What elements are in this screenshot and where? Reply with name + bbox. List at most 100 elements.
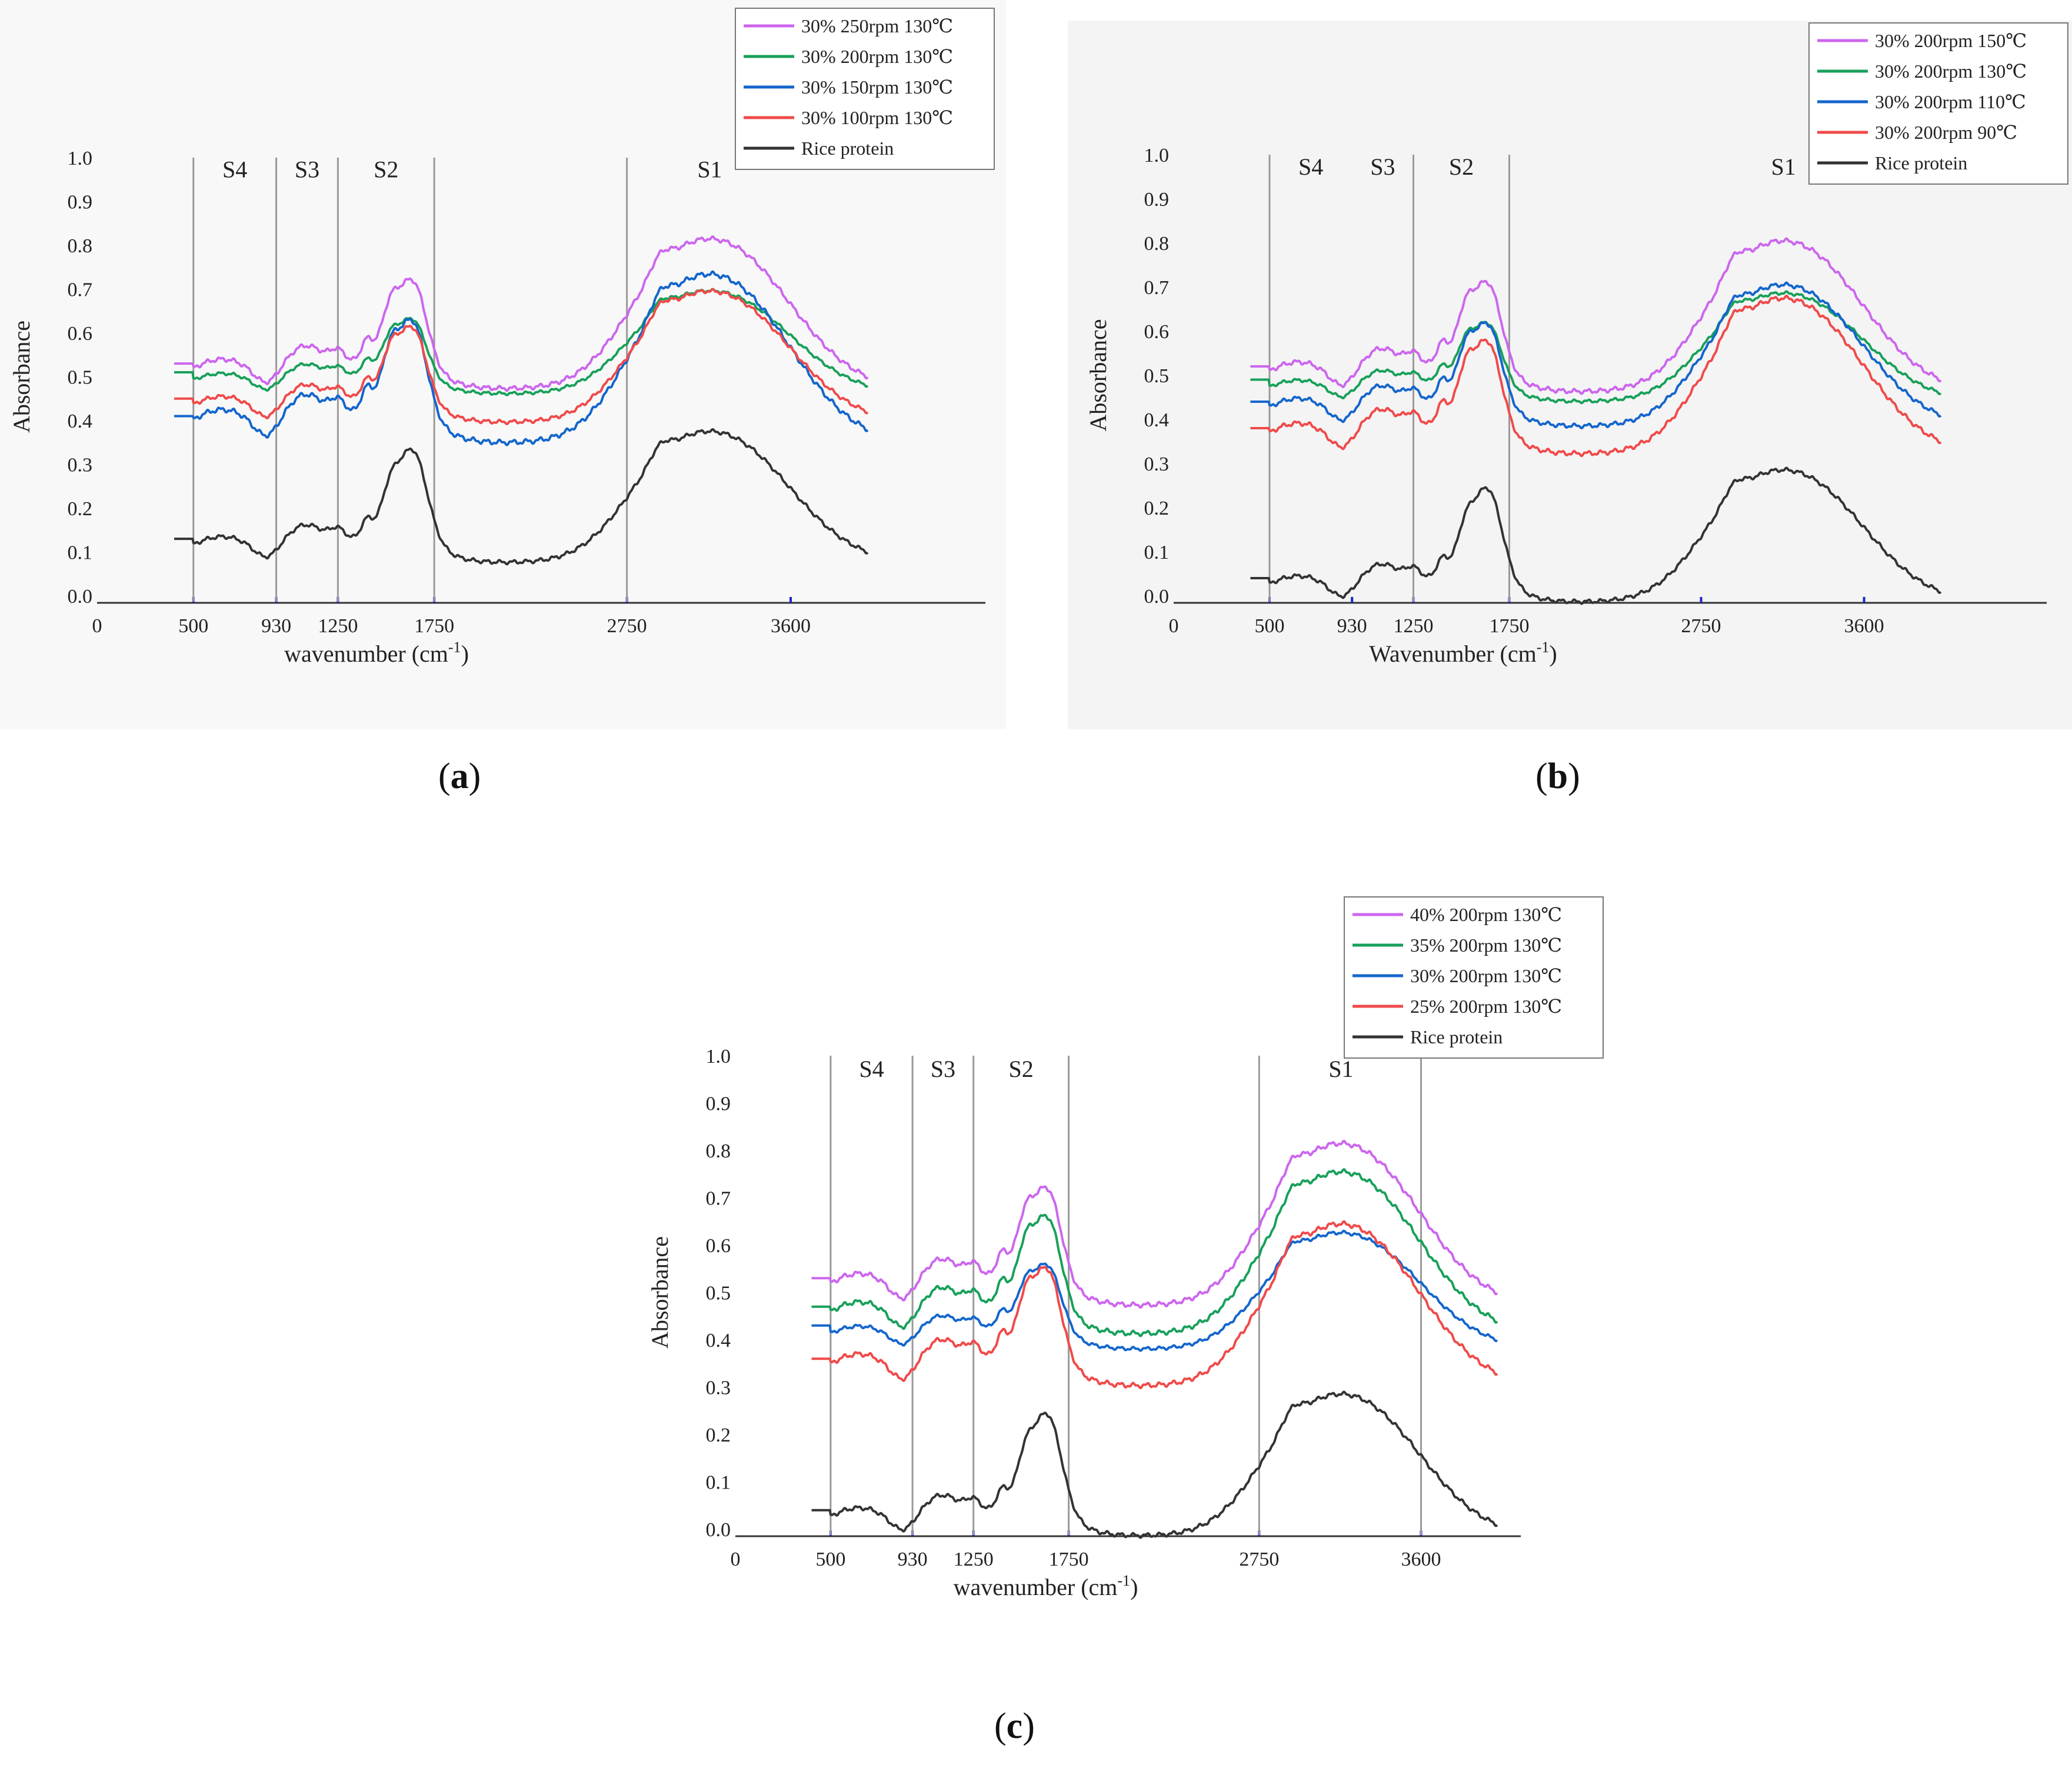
series-line [811, 1220, 1498, 1390]
series-line [811, 1390, 1498, 1539]
caption-a: (a) [438, 756, 481, 796]
x-tick-label: 3600 [1844, 615, 1884, 637]
y-axis-label: Absorbance [1085, 319, 1111, 431]
legend-box [1344, 896, 1604, 1059]
y-tick-label: 0.1 [706, 1472, 731, 1494]
x-tick-label: 1250 [318, 615, 358, 637]
legend-label: 30% 250rpm 130℃ [801, 15, 953, 36]
chart-panel-c: 0.0 0.1 0.2 0.3 0.4 0.5 0.6 0.7 0.8 0.9 1.0 Absorba… [612, 879, 1612, 1656]
y-tick-label: 0.7 [68, 279, 93, 301]
series-line [1250, 237, 1942, 395]
x-axis-label: wavenumber (cm-1) [954, 1572, 1138, 1600]
y-tick-label: 0.3 [68, 455, 93, 476]
region-label-s3: S3 [931, 1056, 955, 1082]
x-tick-label: 3600 [1401, 1549, 1441, 1570]
y-tick-label: 0.7 [1144, 277, 1170, 299]
series-line [1250, 281, 1942, 429]
y-tick-label: 0.4 [1144, 409, 1170, 431]
chart-b-svg: 0.0 0.1 0.2 0.3 0.4 0.5 0.6 0.7 0.8 0.9 1.0 Absorba… [1085, 22, 2068, 667]
region-label-s1: S1 [697, 156, 722, 183]
y-axis-label: Absorbance [647, 1236, 673, 1349]
legend-label: 30% 150rpm 130℃ [801, 76, 953, 98]
y-tick-label: 0.4 [68, 411, 93, 432]
legend-label: 30% 100rpm 130℃ [801, 107, 953, 128]
region-label-s1: S1 [1771, 154, 1796, 180]
y-tick-label: 0.8 [706, 1140, 731, 1162]
legend-box [735, 8, 995, 170]
x-tick-label: 3600 [771, 615, 811, 637]
legend-label: 30% 200rpm 110℃ [1875, 91, 2026, 112]
x-tick-label: 930 [898, 1549, 928, 1570]
legend-label: Rice protein [1410, 1026, 1503, 1047]
chart-c-svg: 0.0 0.1 0.2 0.3 0.4 0.5 0.6 0.7 0.8 0.9 1.0 Absorba… [647, 896, 1604, 1600]
y-tick-label: 0.9 [68, 192, 93, 213]
region-label-s1: S1 [1328, 1056, 1353, 1082]
x-tick-label: 0 [92, 615, 102, 637]
y-tick-label: 0.8 [68, 235, 93, 257]
y-tick-label: 1.0 [1144, 145, 1170, 166]
legend-label: 25% 200rpm 130℃ [1410, 996, 1562, 1017]
y-tick-label: 1.0 [68, 148, 93, 169]
legend-label: Rice protein [1875, 152, 1967, 174]
caption-c: (c) [994, 1706, 1035, 1746]
y-tick-label: 0.0 [68, 586, 93, 608]
legend-label: 30% 200rpm 90℃ [1875, 122, 2017, 143]
y-tick-label: 0.6 [68, 323, 93, 345]
y-tick-label: 0.4 [706, 1330, 731, 1352]
legend-box [1808, 22, 2068, 185]
y-tick-label: 0.3 [1144, 453, 1170, 475]
caption-b: (b) [1535, 756, 1580, 796]
y-tick-label: 0.5 [68, 367, 93, 389]
y-tick-label: 0.1 [68, 542, 93, 564]
x-tick-label: 0 [731, 1549, 741, 1570]
series-line [174, 288, 869, 425]
series-line [1250, 295, 1942, 458]
x-tick-label: 1250 [954, 1549, 994, 1570]
series-line [811, 1229, 1498, 1352]
y-tick-label: 0.0 [706, 1519, 731, 1541]
y-tick-label: 0.2 [706, 1424, 731, 1446]
y-tick-label: 0.9 [706, 1093, 731, 1115]
y-tick-label: 0.0 [1144, 586, 1170, 608]
legend-label: 30% 200rpm 130℃ [801, 46, 953, 67]
series-line [811, 1168, 1498, 1337]
series-line [174, 428, 869, 566]
series-line [174, 235, 869, 392]
x-tick-label: 2750 [1681, 615, 1721, 637]
y-tick-label: 0.2 [1144, 498, 1170, 519]
y-tick-label: 0.8 [1144, 233, 1170, 255]
series-line [1250, 290, 1942, 405]
x-axis-label: wavenumber (cm-1) [284, 639, 469, 667]
legend-label: Rice protein [801, 138, 894, 159]
legend-label: 40% 200rpm 130℃ [1410, 904, 1562, 925]
chart-panel-a: 0.0 0.1 0.2 0.3 0.4 0.5 0.6 0.7 0.8 0.9 1.0 Absorba… [0, 0, 1006, 729]
x-tick-label: 930 [1337, 615, 1367, 637]
y-axis-label: Absorbance [8, 321, 35, 433]
legend-label: 30% 200rpm 130℃ [1875, 61, 2027, 82]
region-label-s3: S3 [295, 156, 319, 183]
series-line [811, 1139, 1498, 1309]
legend-label: 30% 200rpm 130℃ [1410, 965, 1562, 986]
y-tick-label: 0.5 [706, 1283, 731, 1304]
region-label-s2: S2 [1009, 1056, 1034, 1082]
y-tick-label: 0.7 [706, 1188, 731, 1210]
y-tick-label: 0.6 [706, 1235, 731, 1257]
series-line [1250, 466, 1942, 605]
x-tick-label: 930 [261, 615, 291, 637]
y-tick-label: 0.9 [1144, 189, 1170, 211]
x-tick-label: 2750 [607, 615, 647, 637]
y-tick-label: 0.5 [1144, 365, 1170, 387]
x-axis-label: Wavenumber (cm-1) [1369, 639, 1557, 667]
y-tick-label: 1.0 [706, 1046, 731, 1067]
region-label-s4: S4 [1298, 154, 1323, 180]
y-tick-label: 0.1 [1144, 542, 1170, 563]
y-tick-label: 0.2 [68, 498, 93, 520]
series-line [174, 270, 869, 446]
region-label-s3: S3 [1370, 154, 1395, 180]
region-label-s4: S4 [222, 156, 247, 183]
chart-a-svg: 0.0 0.1 0.2 0.3 0.4 0.5 0.6 0.7 0.8 0.9 1.0 Absorba… [8, 8, 995, 667]
series-line [174, 288, 869, 396]
chart-panel-b: 0.0 0.1 0.2 0.3 0.4 0.5 0.6 0.7 0.8 0.9 1.0 Absorba… [1068, 21, 2072, 729]
x-tick-label: 2750 [1239, 1549, 1279, 1570]
x-tick-label: 500 [1255, 615, 1285, 637]
